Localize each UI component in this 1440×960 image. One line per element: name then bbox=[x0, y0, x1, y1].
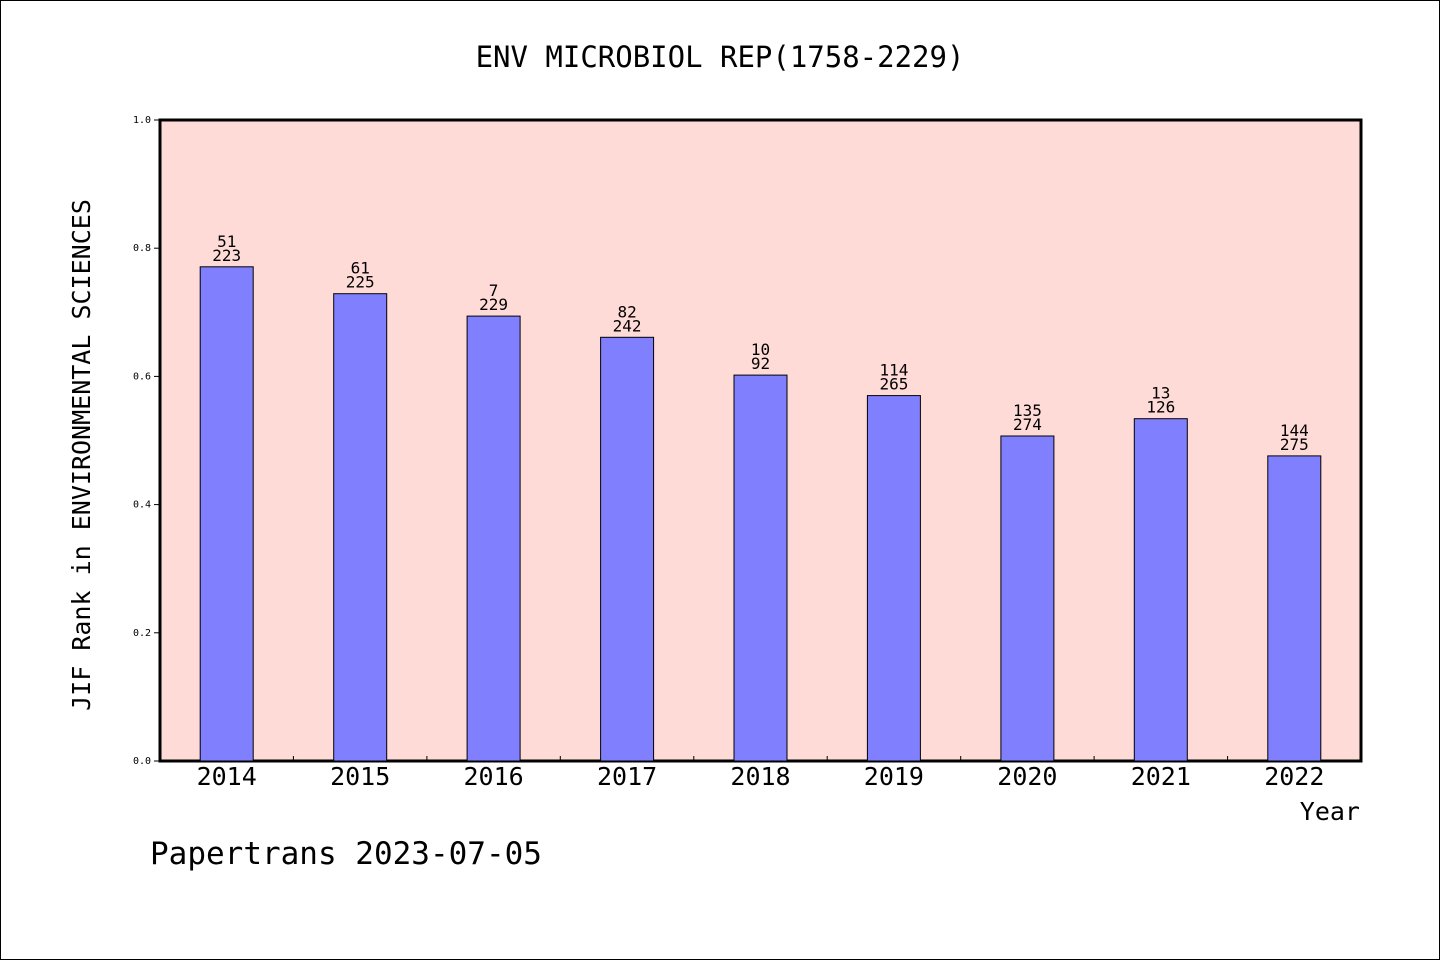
x-tick-label-2017: 2017 bbox=[597, 762, 657, 791]
bar-label-bottom-2016: 229 bbox=[479, 295, 508, 314]
bar-2015 bbox=[333, 293, 388, 762]
bar-label-top-2015: 61 bbox=[351, 259, 370, 278]
x-tick-label-2016: 2016 bbox=[463, 762, 523, 791]
bar-2017 bbox=[600, 336, 655, 762]
x-tick-label-2021: 2021 bbox=[1131, 762, 1191, 791]
bar-2021 bbox=[1133, 418, 1188, 762]
x-tick-label-2014: 2014 bbox=[197, 762, 257, 791]
bar-label-top-2022: 144 bbox=[1280, 421, 1309, 440]
x-axis: 2014 2015 2016 2017 2018 2019 2020 2021 2022 bbox=[197, 756, 1324, 791]
bar-label-top-2016: 7 bbox=[489, 281, 499, 300]
bar-label-bottom-2020: 274 bbox=[1013, 415, 1042, 434]
bar-2019 bbox=[866, 395, 921, 762]
bar-label-bottom-2015: 225 bbox=[346, 273, 375, 292]
x-tick-label-2018: 2018 bbox=[730, 762, 790, 791]
y-tick-label-0.0: 0.0 bbox=[133, 756, 151, 767]
y-tick-label-0.6: 0.6 bbox=[133, 371, 151, 382]
bar-label-bottom-2014: 223 bbox=[212, 246, 241, 265]
bars-layer bbox=[199, 266, 1322, 762]
bar-label-top-2017: 82 bbox=[617, 302, 636, 321]
bar-label-top-2018: 10 bbox=[751, 340, 770, 359]
y-tick-label-0.8: 0.8 bbox=[133, 243, 151, 254]
bar-label-top-2021: 13 bbox=[1151, 384, 1170, 403]
y-axis: 0.0 0.2 0.4 0.6 0.8 1.0 bbox=[133, 115, 160, 767]
x-tick-label-2020: 2020 bbox=[997, 762, 1057, 791]
x-tick-label-2015: 2015 bbox=[330, 762, 390, 791]
bar-label-bottom-2022: 275 bbox=[1280, 435, 1309, 454]
bar-label-bottom-2017: 242 bbox=[613, 316, 642, 335]
bar-label-bottom-2019: 265 bbox=[879, 375, 908, 394]
bar-2020 bbox=[1000, 435, 1055, 762]
bar-2014 bbox=[199, 266, 254, 762]
y-tick-label-1.0: 1.0 bbox=[133, 115, 151, 126]
footer-credit: Papertrans 2023-07-05 bbox=[150, 836, 542, 872]
bar-label-bottom-2018: 92 bbox=[751, 354, 770, 373]
x-axis-label: Year bbox=[1300, 797, 1360, 826]
bar-2018 bbox=[733, 374, 788, 762]
chart-title: ENV MICROBIOL REP(1758-2229) bbox=[476, 40, 965, 74]
bar-2022 bbox=[1267, 455, 1322, 762]
bar-label-top-2019: 114 bbox=[879, 361, 908, 380]
x-tick-label-2022: 2022 bbox=[1264, 762, 1324, 791]
bar-2016 bbox=[466, 315, 521, 762]
y-axis-label: JIF Rank in ENVIRONMENTAL SCIENCES bbox=[67, 199, 96, 711]
x-tick-label-2019: 2019 bbox=[864, 762, 924, 791]
y-tick-label-0.2: 0.2 bbox=[133, 628, 151, 639]
bar-label-top-2014: 51 bbox=[217, 232, 236, 251]
bar-label-bottom-2021: 126 bbox=[1146, 398, 1175, 417]
bar-label-top-2020: 135 bbox=[1013, 401, 1042, 420]
y-tick-label-0.4: 0.4 bbox=[133, 500, 151, 511]
